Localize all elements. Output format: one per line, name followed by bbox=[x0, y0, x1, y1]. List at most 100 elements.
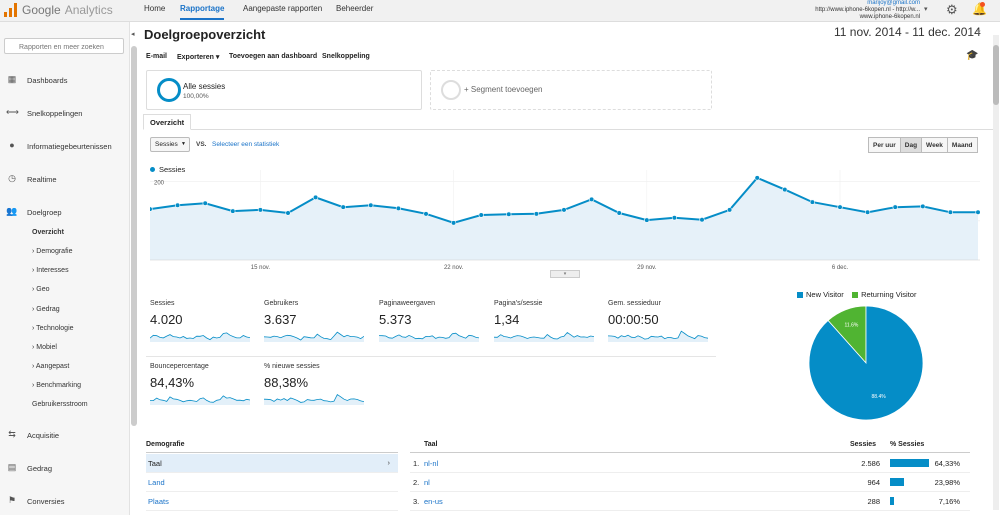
select-metric-link[interactable]: Selecteer een statistiek bbox=[212, 141, 280, 148]
email-button[interactable]: E-mail bbox=[146, 53, 168, 60]
data-point[interactable] bbox=[395, 205, 401, 211]
data-point[interactable] bbox=[920, 203, 926, 209]
data-point[interactable] bbox=[257, 207, 263, 213]
data-point[interactable] bbox=[809, 199, 816, 205]
segment-all-sessions[interactable]: Alle sessies 100,00% bbox=[146, 70, 422, 110]
sidebar-scrollbar[interactable] bbox=[131, 46, 137, 426]
sidebar-sub-overzicht[interactable]: Overzicht bbox=[32, 229, 64, 236]
metric-select[interactable]: Sessies ▼ bbox=[150, 137, 190, 152]
data-point[interactable] bbox=[837, 204, 843, 210]
sidebar-item-gedrag[interactable]: ▤ Gedrag bbox=[0, 462, 130, 478]
sidebar-item-acquisitie[interactable]: ⇆ Acquisitie bbox=[0, 429, 130, 445]
data-point[interactable] bbox=[975, 209, 980, 215]
sidebar-item-realtime[interactable]: ◷ Realtime bbox=[0, 173, 130, 189]
date-range-picker[interactable]: 11 nov. 2014 - 11 dec. 2014 bbox=[834, 25, 981, 39]
sidebar-item-informatiegebeurtenissen[interactable]: ● Informatiegebeurtenissen bbox=[0, 140, 130, 156]
data-point[interactable] bbox=[150, 206, 153, 212]
visitor-pie-chart[interactable]: 11.6% 88.4% bbox=[806, 303, 926, 423]
data-point[interactable] bbox=[285, 210, 291, 216]
sidebar-sub-aangepast[interactable]: › Aangepast bbox=[32, 363, 70, 370]
granularity-dag[interactable]: Dag bbox=[899, 137, 923, 153]
language-row[interactable]: 1. nl-nl 2.586 64,33% bbox=[410, 454, 970, 473]
data-point[interactable] bbox=[616, 210, 622, 216]
sidebar-item-dashboards[interactable]: ▦ Dashboards bbox=[0, 74, 130, 90]
data-point[interactable] bbox=[451, 220, 457, 226]
granularity-maand[interactable]: Maand bbox=[946, 137, 978, 153]
session-share-bar bbox=[890, 459, 929, 467]
data-point[interactable] bbox=[313, 194, 319, 200]
sidebar-item-snelkoppelingen[interactable]: ⟷ Snelkoppelingen bbox=[0, 107, 130, 123]
data-point[interactable] bbox=[175, 202, 181, 208]
data-point[interactable] bbox=[589, 196, 595, 202]
scorecard-bouncepercentage[interactable]: Bouncepercentage 84,43% bbox=[150, 363, 262, 413]
add-to-dashboard-button[interactable]: Toevoegen aan dashboard bbox=[229, 53, 318, 60]
language-cell-rank: 1. bbox=[413, 459, 420, 468]
data-point[interactable] bbox=[947, 209, 954, 215]
data-point[interactable] bbox=[368, 202, 374, 208]
gear-icon[interactable]: ⚙ bbox=[946, 2, 958, 17]
granularity-per-uur[interactable]: Per uur bbox=[868, 137, 901, 153]
language-cell-lang[interactable]: nl-nl bbox=[424, 459, 439, 468]
sidebar-sub-benchmarking[interactable]: › Benchmarking bbox=[32, 382, 82, 389]
pie-legend-new: New Visitor bbox=[797, 290, 844, 299]
data-point[interactable] bbox=[340, 204, 346, 210]
demographics-row-plaats[interactable]: Plaats bbox=[146, 492, 398, 511]
chart-resize-handle[interactable]: ▾ bbox=[550, 270, 580, 278]
sidebar-sub-gedrag[interactable]: › Gedrag bbox=[32, 306, 60, 313]
graduation-cap-icon[interactable]: 🎓 bbox=[966, 50, 979, 61]
data-point[interactable] bbox=[864, 209, 871, 215]
sidebar-sub-gebruikersstroom[interactable]: Gebruikersstroom bbox=[32, 401, 88, 408]
scorecard-gebruikers[interactable]: Gebruikers 3.637 bbox=[264, 300, 376, 350]
nav-aangepaste-rapporten[interactable]: Aangepaste rapporten bbox=[243, 4, 323, 13]
data-point[interactable] bbox=[561, 207, 567, 213]
main-scrollbar[interactable] bbox=[993, 35, 999, 510]
scorecard-gem-sessieduur[interactable]: Gem. sessieduur 00:00:50 bbox=[608, 300, 720, 350]
data-point[interactable] bbox=[506, 211, 512, 217]
data-point[interactable] bbox=[533, 211, 540, 217]
sidebar-sub-interesses[interactable]: › Interesses bbox=[32, 267, 69, 274]
account-dropdown-icon[interactable]: ▾ bbox=[924, 6, 928, 13]
search-input[interactable] bbox=[4, 38, 124, 54]
scorecard-pagina-s-sessie[interactable]: Pagina's/sessie 1,34 bbox=[494, 300, 606, 350]
shortcut-button[interactable]: Snelkoppeling bbox=[322, 53, 370, 60]
add-segment-button[interactable]: + Segment toevoegen bbox=[430, 70, 712, 110]
nav-rapportage[interactable]: Rapportage bbox=[180, 4, 225, 20]
data-point[interactable] bbox=[423, 211, 429, 217]
sidebar-sub-mobiel[interactable]: › Mobiel bbox=[32, 344, 57, 351]
data-point[interactable] bbox=[478, 212, 484, 218]
data-point[interactable] bbox=[644, 217, 650, 223]
collapse-sidebar-icon[interactable]: ◂ bbox=[131, 31, 135, 38]
data-point[interactable] bbox=[699, 217, 705, 223]
data-point[interactable] bbox=[230, 208, 236, 214]
language-cell-lang[interactable]: nl bbox=[424, 478, 430, 487]
export-button[interactable]: Exporteren ▾ bbox=[177, 54, 220, 61]
account-switcher[interactable]: marijoy@gmail.com http://www.iphone-6kop… bbox=[780, 0, 920, 21]
data-point[interactable] bbox=[726, 207, 733, 213]
data-point[interactable] bbox=[754, 175, 760, 181]
sessions-line-chart[interactable]: 10020015 nov.22 nov.29 nov.6 dec. bbox=[150, 160, 980, 275]
sidebar-sub-technologie[interactable]: › Technologie bbox=[32, 325, 74, 332]
demographics-row-land[interactable]: Land bbox=[146, 473, 398, 492]
sidebar-item-conversies[interactable]: ⚑ Conversies bbox=[0, 495, 130, 511]
scorecard--nieuwe-sessies[interactable]: % nieuwe sessies 88,38% bbox=[264, 363, 376, 413]
scorecard-sessies[interactable]: Sessies 4.020 bbox=[150, 300, 262, 350]
pie-slice-new-visitor[interactable] bbox=[808, 305, 924, 421]
language-row[interactable]: 3. en-us 288 7,16% bbox=[410, 492, 970, 511]
nav-home[interactable]: Home bbox=[144, 4, 166, 13]
data-point[interactable] bbox=[892, 204, 898, 210]
google-analytics-logo[interactable]: Google Analytics bbox=[4, 3, 113, 17]
scorecard-paginaweergaven[interactable]: Paginaweergaven 5.373 bbox=[379, 300, 491, 350]
data-point[interactable] bbox=[782, 186, 788, 193]
language-row[interactable]: 2. nl 964 23,98% bbox=[410, 473, 970, 492]
data-point[interactable] bbox=[202, 200, 208, 206]
data-point[interactable] bbox=[671, 215, 678, 221]
sidebar-sub-geo[interactable]: › Geo bbox=[32, 286, 50, 293]
granularity-week[interactable]: Week bbox=[921, 137, 948, 153]
sidebar-item-doelgroep[interactable]: 👥 Doelgroep bbox=[0, 206, 130, 222]
sidebar-sub-demografie[interactable]: › Demografie bbox=[32, 248, 73, 255]
nav-beheerder[interactable]: Beheerder bbox=[336, 4, 374, 13]
language-cell-lang[interactable]: en-us bbox=[424, 497, 443, 506]
demographics-row-taal[interactable]: Taal › bbox=[146, 454, 398, 473]
chevron-down-icon[interactable]: ▾ bbox=[977, 29, 981, 36]
tab-overzicht[interactable]: Overzicht bbox=[143, 114, 191, 130]
